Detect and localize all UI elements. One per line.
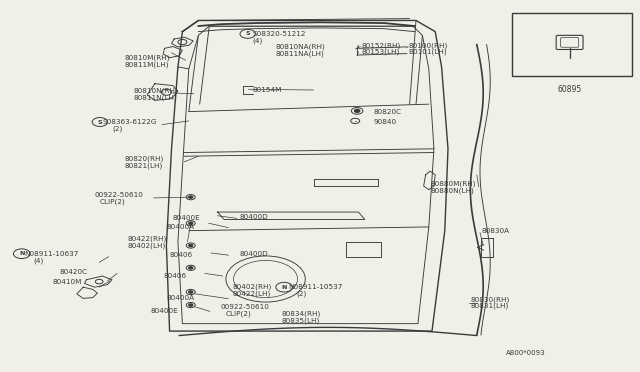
Text: 80400A: 80400A — [166, 224, 195, 230]
Text: 80811NA(LH): 80811NA(LH) — [275, 51, 324, 57]
Text: N: N — [19, 251, 24, 256]
Text: 80402(RH): 80402(RH) — [232, 284, 271, 291]
Text: S08363-6122G: S08363-6122G — [102, 119, 157, 125]
Text: 80810NA(RH): 80810NA(RH) — [275, 44, 325, 51]
Text: 80831(LH): 80831(LH) — [470, 303, 509, 310]
Text: (4): (4) — [33, 257, 44, 264]
Circle shape — [355, 109, 360, 112]
Text: 80100(RH): 80100(RH) — [408, 42, 447, 49]
Text: 60895: 60895 — [557, 85, 582, 94]
Text: 90840: 90840 — [374, 119, 397, 125]
Text: S: S — [245, 31, 250, 36]
Text: 80420C: 80420C — [60, 269, 88, 275]
Circle shape — [189, 222, 193, 224]
Text: B0101(LH): B0101(LH) — [408, 49, 447, 55]
Text: 80153(LH): 80153(LH) — [362, 49, 400, 55]
Circle shape — [189, 267, 193, 269]
Text: A800*0093: A800*0093 — [506, 350, 545, 356]
Text: N08911-10537: N08911-10537 — [288, 284, 342, 290]
Text: S08320-51212: S08320-51212 — [253, 31, 307, 37]
Text: 80400D: 80400D — [240, 214, 269, 219]
Text: 80422(RH): 80422(RH) — [128, 235, 167, 242]
Circle shape — [189, 291, 193, 293]
Text: 80152(RH): 80152(RH) — [362, 42, 401, 49]
Text: 80811M(LH): 80811M(LH) — [125, 62, 170, 68]
Text: 80154M: 80154M — [253, 87, 282, 93]
Text: 80834(RH): 80834(RH) — [282, 310, 321, 317]
Text: 80820(RH): 80820(RH) — [125, 156, 164, 163]
Text: (2): (2) — [296, 291, 307, 297]
Text: 80400E: 80400E — [150, 308, 178, 314]
Text: S: S — [97, 119, 102, 125]
Text: 80422(LH): 80422(LH) — [232, 291, 271, 297]
Text: (2): (2) — [112, 125, 122, 132]
Text: CLIP(2): CLIP(2) — [225, 310, 251, 317]
Bar — [346, 242, 381, 257]
Text: 80830A: 80830A — [481, 228, 509, 234]
Text: 80811N(LH): 80811N(LH) — [133, 94, 177, 101]
Text: (4): (4) — [253, 38, 263, 44]
Text: 80880M(RH): 80880M(RH) — [430, 181, 476, 187]
Text: 80880N(LH): 80880N(LH) — [430, 187, 474, 194]
Text: 80402(LH): 80402(LH) — [128, 242, 166, 249]
Text: 80821(LH): 80821(LH) — [125, 163, 163, 169]
Text: 80400A: 80400A — [166, 295, 195, 301]
Text: 80400D: 80400D — [240, 251, 269, 257]
Text: 80830(RH): 80830(RH) — [470, 296, 509, 303]
Text: 80810N(RH): 80810N(RH) — [133, 88, 178, 94]
Circle shape — [189, 244, 193, 247]
Text: 00922-50610: 00922-50610 — [221, 304, 269, 310]
Text: 80820C: 80820C — [374, 109, 402, 115]
Text: CLIP(2): CLIP(2) — [99, 198, 125, 205]
Circle shape — [189, 196, 193, 198]
Text: N08911-10637: N08911-10637 — [24, 251, 79, 257]
Text: 80400E: 80400E — [173, 215, 200, 221]
Text: 00922-50610: 00922-50610 — [95, 192, 143, 198]
Text: N: N — [282, 285, 287, 290]
Text: 80410M: 80410M — [52, 279, 82, 285]
Text: 80835(LH): 80835(LH) — [282, 317, 320, 324]
Circle shape — [189, 304, 193, 306]
Bar — [512, 13, 632, 76]
Text: 80406: 80406 — [163, 273, 186, 279]
Text: 80406: 80406 — [170, 252, 193, 258]
Text: 80810M(RH): 80810M(RH) — [125, 54, 170, 61]
